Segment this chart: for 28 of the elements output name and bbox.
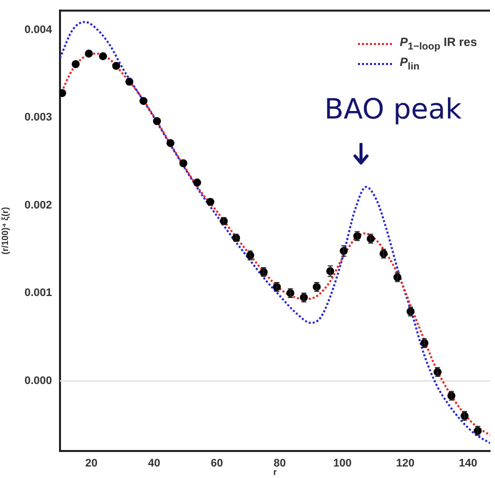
point [139, 96, 148, 105]
point [152, 117, 161, 126]
point [99, 52, 107, 60]
y-axis-title: (r/100)⁴ ξ(r) [0, 207, 10, 255]
point [179, 159, 188, 168]
x-tick-label: 140 [458, 458, 478, 470]
legend-label: P$_{lin}$ [400, 55, 420, 73]
x-axis-title: r [273, 467, 278, 478]
x-tick-label: 120 [396, 458, 414, 470]
point [206, 198, 214, 206]
legend-label: P$_{1−loop}$ IR res [400, 35, 477, 53]
y-tick-label: 0.003 [24, 112, 52, 124]
y-tick-label: 0.001 [24, 287, 52, 300]
x-tick-label: 40 [148, 458, 160, 470]
point [112, 62, 120, 70]
y-tick-label: 0.004 [24, 24, 53, 36]
x-tick-label: 20 [85, 458, 98, 470]
x-tick-label: 80 [274, 458, 286, 470]
x-tick-label: 60 [210, 458, 224, 470]
y-tick-label: 0.002 [24, 199, 52, 212]
annotation: BAO peak [324, 92, 462, 126]
y-tick-label: 0.000 [24, 374, 52, 387]
point [166, 139, 174, 148]
point [72, 60, 80, 68]
point [193, 178, 202, 187]
point [125, 78, 134, 86]
point [84, 50, 93, 58]
x-tick-label: 100 [333, 458, 352, 470]
